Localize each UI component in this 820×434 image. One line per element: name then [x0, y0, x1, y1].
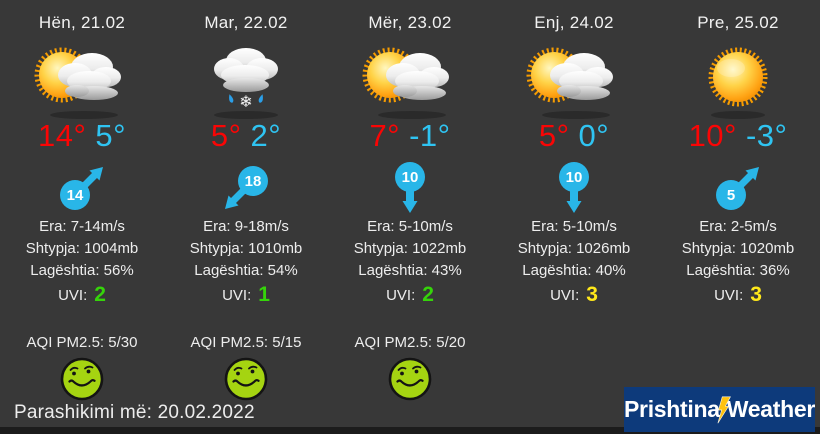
uvi-value: 3	[750, 283, 762, 306]
wind-direction-northeast-icon: 5	[710, 160, 766, 216]
low-temperature: 5°	[95, 118, 127, 153]
low-temperature: -3°	[745, 118, 788, 153]
happy-face-icon	[223, 356, 269, 402]
uvi-label: UVI:	[222, 286, 252, 304]
forecast-column-thursday: Enj, 24.02 5° 0° 10 Era: 5-10m/s Shtypja:…	[492, 0, 656, 402]
uvi-label: UVI:	[714, 286, 744, 304]
day-label: Enj, 24.02	[534, 13, 614, 32]
sun-behind-clouds-icon	[32, 39, 132, 121]
temperatures: 10° -3°	[689, 119, 788, 157]
forecast-column-wednesday: Mër, 23.02 7° -1° 10 Era: 5-10m/s Shtypja…	[328, 0, 492, 402]
temperatures: 14° 5°	[38, 119, 126, 157]
uv-index: UVI: 2	[58, 282, 106, 308]
high-temperature: 14°	[37, 118, 87, 153]
air-quality-label: AQI PM2.5: 5/15	[190, 334, 302, 351]
sun-behind-clouds-icon	[524, 39, 624, 121]
forecast-column-monday: Hën, 21.02 14° 5° 14 Era: 7-14m/s Shtypja…	[0, 0, 164, 402]
air-quality-label: AQI PM2.5: 5/30	[26, 334, 138, 351]
uv-index: UVI: 2	[386, 282, 434, 308]
day-label: Pre, 25.02	[697, 13, 779, 32]
day-label: Mar, 22.02	[204, 13, 288, 32]
wind-range: Era: 5-10m/s	[367, 218, 453, 235]
lightning-bolt-icon	[717, 396, 731, 423]
humidity: Lagështia: 54%	[194, 262, 298, 279]
low-temperature: 2°	[250, 118, 282, 153]
wind-direction-south-icon: 10	[546, 160, 602, 216]
temperatures: 5° 2°	[211, 119, 281, 157]
pressure: Shtypja: 1020mb	[681, 240, 795, 257]
high-temperature: 7°	[369, 118, 401, 153]
pressure: Shtypja: 1026mb	[517, 240, 631, 257]
prishtina-weather-logo: Prishtina Weather	[624, 387, 815, 432]
wind-range: Era: 2-5m/s	[699, 218, 777, 235]
humidity: Lagështia: 43%	[358, 262, 462, 279]
wind-speed-value: 18	[245, 173, 262, 190]
forecast-column-friday: Pre, 25.02 10° -3° 5 Era: 2-5m/s Shtypja:…	[656, 0, 820, 402]
high-temperature: 5°	[538, 118, 570, 153]
humidity: Lagështia: 56%	[30, 262, 134, 279]
wind-range: Era: 5-10m/s	[531, 218, 617, 235]
wind-range: Era: 9-18m/s	[203, 218, 289, 235]
wind-speed-value: 10	[566, 169, 583, 186]
forecast-column-tuesday: Mar, 22.02 5° 2° 18 Era: 9-18m/s Shtypja:…	[164, 0, 328, 402]
wind-direction-south-icon: 10	[382, 160, 438, 216]
pressure: Shtypja: 1022mb	[353, 240, 467, 257]
day-label: Hën, 21.02	[38, 13, 126, 32]
uvi-value: 1	[258, 283, 270, 306]
humidity: Lagështia: 36%	[686, 262, 790, 279]
logo-text-left: Prishtina	[624, 396, 720, 422]
high-temperature: 5°	[210, 118, 242, 153]
wind-speed-value: 10	[402, 169, 419, 186]
uvi-value: 2	[422, 283, 434, 306]
low-temperature: -1°	[409, 118, 451, 153]
pressure: Shtypja: 1004mb	[25, 240, 139, 257]
happy-face-icon	[59, 356, 105, 402]
sun-icon	[688, 39, 788, 121]
day-label: Mër, 23.02	[368, 13, 452, 32]
wind-speed-value: 5	[727, 187, 735, 204]
forecast-columns: Hën, 21.02 14° 5° 14 Era: 7-14m/s Shtypja…	[0, 0, 820, 402]
uvi-label: UVI:	[386, 286, 416, 304]
temperatures: 7° -1°	[369, 119, 450, 157]
uvi-label: UVI:	[550, 286, 580, 304]
sun-behind-clouds-icon	[360, 39, 460, 121]
wind-speed-value: 14	[67, 187, 84, 204]
happy-face-icon	[387, 356, 433, 402]
snow-rain-cloud-icon	[196, 39, 296, 121]
uv-index: UVI: 3	[714, 282, 762, 308]
forecast-date-note: Parashikimi më: 20.02.2022	[14, 402, 255, 423]
humidity: Lagështia: 40%	[522, 262, 626, 279]
temperatures: 5° 0°	[539, 119, 609, 157]
pressure: Shtypja: 1010mb	[189, 240, 303, 257]
logo-text-right: Weather	[726, 396, 816, 422]
air-quality-label: AQI PM2.5: 5/20	[354, 334, 466, 351]
high-temperature: 10°	[688, 118, 737, 153]
uvi-value: 2	[94, 283, 106, 306]
uv-index: UVI: 3	[550, 282, 598, 308]
uv-index: UVI: 1	[222, 282, 270, 308]
wind-direction-northeast-icon: 14	[54, 160, 110, 216]
wind-direction-southwest-icon: 18	[218, 160, 274, 216]
low-temperature: 0°	[578, 118, 610, 153]
uvi-value: 3	[586, 283, 598, 306]
bottom-edge-bar	[0, 427, 820, 434]
uvi-label: UVI:	[58, 286, 88, 304]
wind-range: Era: 7-14m/s	[39, 218, 125, 235]
